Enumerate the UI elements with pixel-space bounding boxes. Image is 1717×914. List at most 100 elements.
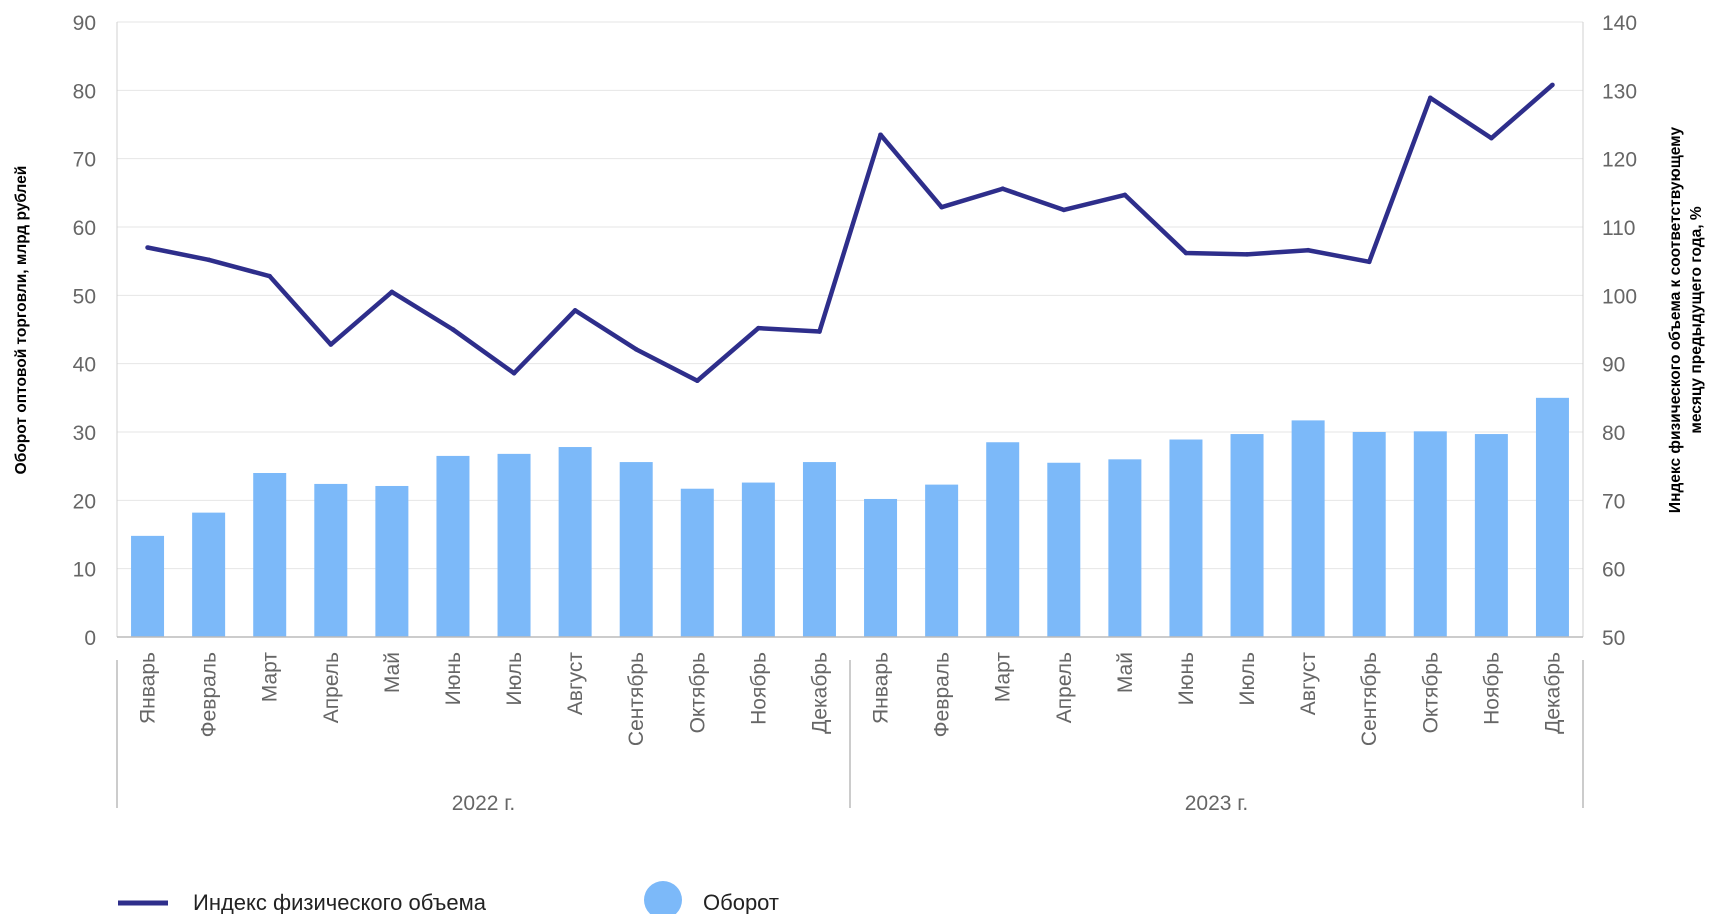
line-point [572, 308, 578, 313]
right-tick-label: 120 [1602, 149, 1637, 172]
bar [1474, 434, 1508, 637]
right-tick-label: 140 [1602, 12, 1637, 35]
right-tick-label: 100 [1602, 285, 1637, 308]
month-label: Февраль [931, 652, 954, 737]
line-point [1000, 186, 1006, 192]
bar [497, 453, 531, 637]
line-point [328, 342, 334, 347]
month-label: Декабрь [1541, 652, 1564, 734]
month-label: Июль [503, 652, 526, 706]
line-point [1427, 95, 1433, 101]
bar [741, 482, 775, 637]
left-tick-label: 40 [73, 354, 96, 377]
right-tick-label: 60 [1602, 559, 1625, 582]
bar [253, 473, 287, 637]
bar [375, 485, 409, 637]
bar [864, 498, 898, 637]
month-label: Май [1114, 652, 1137, 693]
bar [1535, 397, 1569, 637]
left-tick-label: 60 [73, 217, 96, 240]
line-point [267, 273, 273, 279]
month-label: Август [564, 652, 587, 716]
right-tick-label: 80 [1602, 422, 1625, 445]
month-label: Апрель [320, 652, 343, 723]
bar [1047, 462, 1081, 637]
bar [1108, 459, 1142, 637]
line-point [206, 257, 211, 263]
month-label: Сентябрь [625, 652, 648, 746]
line-point [511, 370, 517, 376]
bar [802, 462, 836, 637]
month-label: Январь [137, 652, 160, 724]
legend: Индекс физического объема Оборот [118, 881, 779, 914]
bar [1291, 420, 1325, 637]
month-label: Март [259, 652, 282, 703]
left-tick-label: 20 [73, 490, 96, 513]
axes [116, 22, 1584, 808]
line-point [145, 245, 150, 250]
month-label: Сентябрь [1358, 652, 1381, 746]
index-series-line [147, 83, 1554, 383]
right-tick-label: 110 [1602, 217, 1635, 240]
line-point [1366, 259, 1372, 265]
left-tick-label: 50 [73, 285, 96, 308]
month-label: Июль [1236, 652, 1259, 706]
line-point [633, 347, 639, 352]
bar [986, 442, 1020, 637]
month-label: Июнь [1175, 652, 1198, 705]
line-point [756, 325, 761, 331]
left-axis-title: Оборот оптовой торговли, млрд рублей [13, 166, 30, 475]
legend-label-index: Индекс физического объема [193, 890, 487, 914]
month-label: Октябрь [686, 652, 709, 733]
left-axis-ticks: 0 10 20 30 40 50 60 70 80 90 [73, 12, 96, 650]
year-label: 2022 г. [452, 792, 515, 815]
x-axis-labels: Январь Февраль Март Апрель Май Июнь Июль Август… [137, 652, 1565, 815]
right-axis-ticks: 50 60 70 80 90 100 110 120 130 140 [1602, 12, 1637, 650]
right-axis-title: Индекс физического объема к соответствую… [1667, 127, 1705, 514]
left-tick-label: 70 [73, 149, 96, 172]
right-axis-title-line1: Индекс физического объема к соответствую… [1667, 127, 1684, 514]
bar [619, 462, 653, 637]
month-label: Январь [870, 652, 893, 724]
month-label: Май [381, 652, 404, 693]
left-tick-label: 90 [73, 12, 96, 35]
line-point [1061, 207, 1067, 213]
month-label: Февраль [198, 652, 221, 737]
right-tick-label: 130 [1602, 80, 1637, 103]
volume-index-line [145, 82, 1555, 384]
month-label: Апрель [1053, 652, 1076, 723]
turnover-bars [131, 397, 1569, 637]
month-label: Декабрь [808, 652, 831, 734]
month-label: Октябрь [1419, 652, 1442, 733]
left-tick-label: 10 [73, 559, 96, 582]
line-point [1489, 135, 1494, 141]
bar [1230, 434, 1264, 637]
year-label: 2023 г. [1185, 792, 1248, 815]
month-label: Ноябрь [1480, 652, 1503, 725]
right-axis-title-line2: месяцу предыдущего года, % [1688, 206, 1705, 433]
line-point [694, 378, 700, 384]
right-tick-label: 70 [1602, 490, 1625, 513]
legend-item-turnover: Оборот [644, 881, 779, 914]
line-point [389, 289, 395, 295]
bar [680, 488, 714, 637]
bar [314, 483, 348, 637]
month-label: Март [992, 652, 1015, 703]
line-point [939, 204, 944, 210]
line-point [878, 132, 883, 138]
month-label: Август [1297, 652, 1320, 716]
legend-item-index: Индекс физического объема [118, 890, 487, 914]
line-point [1183, 250, 1189, 256]
bar [925, 484, 959, 637]
line-point [1122, 192, 1128, 198]
line-point [1550, 82, 1555, 88]
legend-label-turnover: Оборот [703, 890, 779, 914]
line-point [450, 327, 456, 332]
bar [131, 535, 165, 637]
month-label: Июнь [442, 652, 465, 705]
line-point [1305, 247, 1311, 253]
month-label: Ноябрь [747, 652, 770, 725]
bar [192, 512, 226, 637]
left-tick-label: 0 [84, 627, 96, 650]
